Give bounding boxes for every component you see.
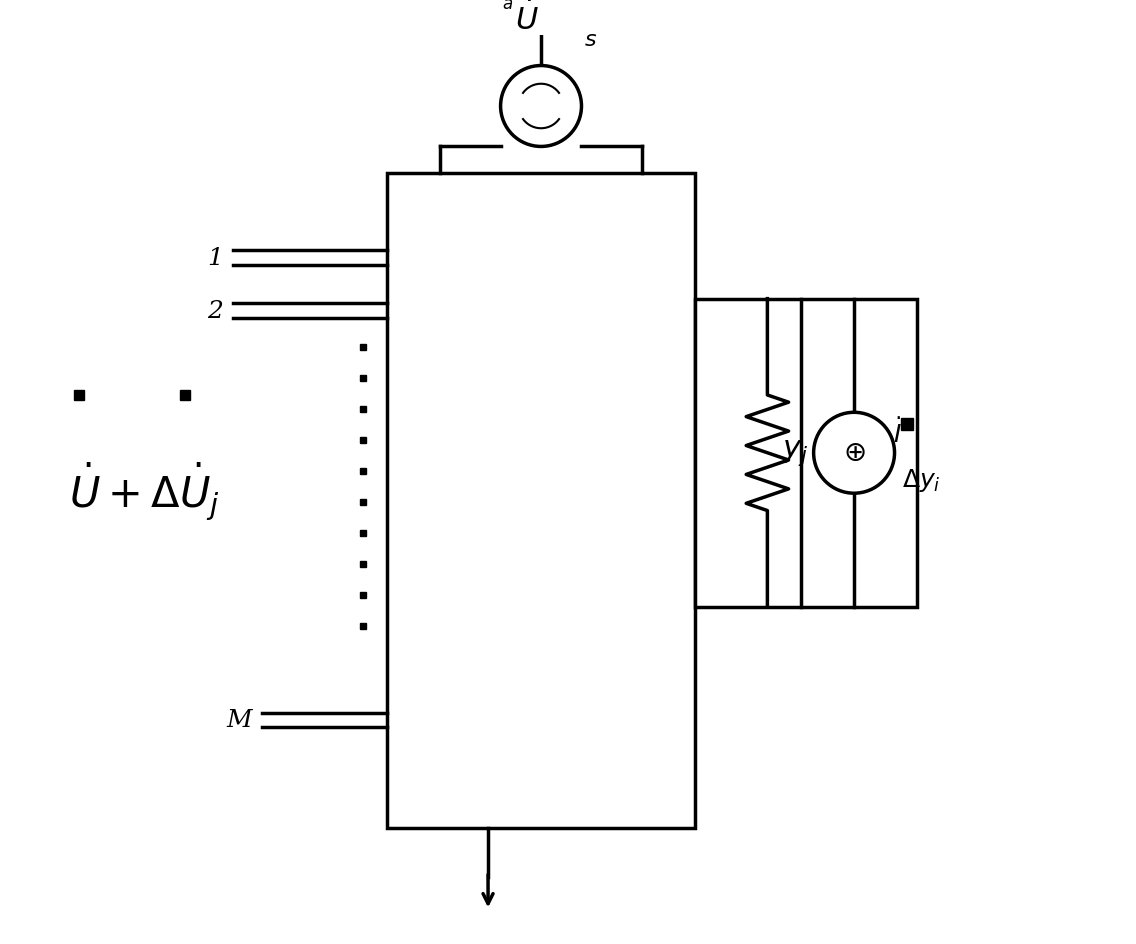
Text: $\oplus$: $\oplus$ (843, 439, 866, 466)
Text: $s$: $s$ (584, 29, 598, 51)
Circle shape (813, 413, 894, 493)
Text: 1: 1 (207, 246, 223, 270)
Text: $y_j$: $y_j$ (782, 437, 809, 468)
Text: $\dot{I}$: $\dot{I}$ (893, 418, 901, 448)
Text: M: M (226, 709, 252, 732)
Text: $a$: $a$ (502, 0, 512, 12)
Circle shape (501, 65, 582, 146)
Text: 2: 2 (207, 299, 223, 323)
Bar (387, 174, 695, 829)
Text: $\dot{U}$: $\dot{U}$ (515, 1, 538, 37)
Bar (695, 298, 917, 607)
Text: $\dot{U}+\Delta\dot{U}_j$: $\dot{U}+\Delta\dot{U}_j$ (69, 461, 220, 522)
Text: $\Delta y_i$: $\Delta y_i$ (902, 467, 941, 495)
